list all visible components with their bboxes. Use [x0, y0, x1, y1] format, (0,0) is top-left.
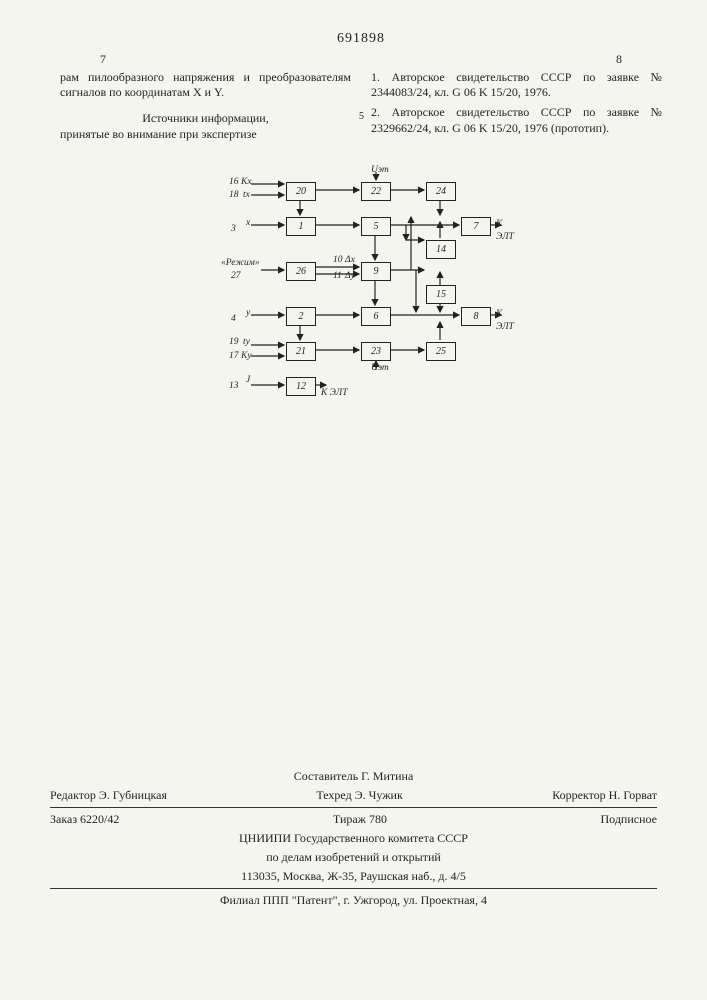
footer-corrector: Корректор Н. Горват — [552, 788, 657, 803]
diagram-label: tx — [243, 189, 250, 201]
diagram-block-7: 7 — [461, 217, 491, 236]
sources-line2: принятые во внимание при экспертизе — [60, 127, 351, 143]
diagram-label: Δy — [345, 270, 355, 282]
footer-compiler: Составитель Г. Митина — [50, 767, 657, 786]
footer: Составитель Г. Митина Редактор Э. Губниц… — [50, 767, 657, 910]
diagram-connections — [201, 162, 521, 442]
diagram-block-2: 2 — [286, 307, 316, 326]
diagram-label: Ky — [241, 350, 252, 362]
text-columns: 7 рам пилообразного напряжения и преобра… — [60, 52, 662, 142]
diagram-label: 16 — [229, 176, 239, 188]
diagram-label: 10 — [333, 254, 343, 266]
diagram-label: x — [246, 217, 250, 229]
diagram-block-23: 23 — [361, 342, 391, 361]
footer-sub: Подписное — [601, 812, 658, 827]
diagram-block-5: 5 — [361, 217, 391, 236]
diagram-label: Δx — [345, 254, 355, 266]
footer-tech: Техред Э. Чужик — [316, 788, 402, 803]
diagram-label: 11 — [333, 270, 342, 282]
left-para1: рам пилообразного напряжения и преобразо… — [60, 70, 351, 101]
diagram-label: 19 — [229, 336, 239, 348]
footer-address: 113035, Москва, Ж-35, Раушская наб., д. … — [50, 867, 657, 886]
sources-header: Источники информации, — [60, 111, 351, 127]
diagram-label: Uэт — [371, 164, 389, 176]
diagram-label: Kx — [241, 176, 252, 188]
diagram-label: 18 — [229, 189, 239, 201]
diagram-block-24: 24 — [426, 182, 456, 201]
diagram-label: 4 — [231, 313, 236, 325]
diagram-label: J — [246, 374, 250, 386]
diagram-label: «Режим» — [221, 257, 260, 269]
footer-org2: по делам изобретений и открытий — [50, 848, 657, 867]
diagram-block-9: 9 — [361, 262, 391, 281]
diagram-label: Uэт — [371, 362, 389, 374]
footer-org1: ЦНИИПИ Государственного комитета СССР — [50, 829, 657, 848]
col-num-left: 7 — [60, 52, 351, 68]
diagram-label: y — [246, 307, 250, 319]
diagram-label: 13 — [229, 380, 239, 392]
diagram-block-15: 15 — [426, 285, 456, 304]
ref2: 2. Авторское свидетельство СССР по заявк… — [371, 105, 662, 136]
diagram-block-21: 21 — [286, 342, 316, 361]
diagram-block-6: 6 — [361, 307, 391, 326]
diagram-block-8: 8 — [461, 307, 491, 326]
footer-order: Заказ 6220/42 — [50, 812, 119, 827]
diagram-label: 27 — [231, 270, 241, 282]
ref1: 1. Авторское свидетельство СССР по заявк… — [371, 70, 662, 101]
block-diagram: 202224157142691526821232512 Kx16tx18Uэтx… — [201, 162, 521, 442]
diagram-block-26: 26 — [286, 262, 316, 281]
diagram-block-1: 1 — [286, 217, 316, 236]
diagram-label: 3 — [231, 223, 236, 235]
footer-branch: Филиал ППП "Патент", г. Ужгород, ул. Про… — [50, 891, 657, 910]
diagram-block-20: 20 — [286, 182, 316, 201]
diagram-label: К ЭЛТ — [321, 387, 348, 399]
diagram-label: К ЭЛТ — [496, 308, 521, 333]
col-num-right: 8 — [371, 52, 662, 68]
patent-number: 691898 — [60, 30, 662, 48]
diagram-block-12: 12 — [286, 377, 316, 396]
diagram-label: ty — [243, 336, 250, 348]
footer-editor: Редактор Э. Губницкая — [50, 788, 167, 803]
footer-circ: Тираж 780 — [333, 812, 387, 827]
diagram-block-25: 25 — [426, 342, 456, 361]
margin-num-5: 5 — [359, 110, 364, 123]
diagram-block-14: 14 — [426, 240, 456, 259]
diagram-block-22: 22 — [361, 182, 391, 201]
diagram-label: К ЭЛТ — [496, 218, 521, 243]
diagram-label: 17 — [229, 350, 239, 362]
